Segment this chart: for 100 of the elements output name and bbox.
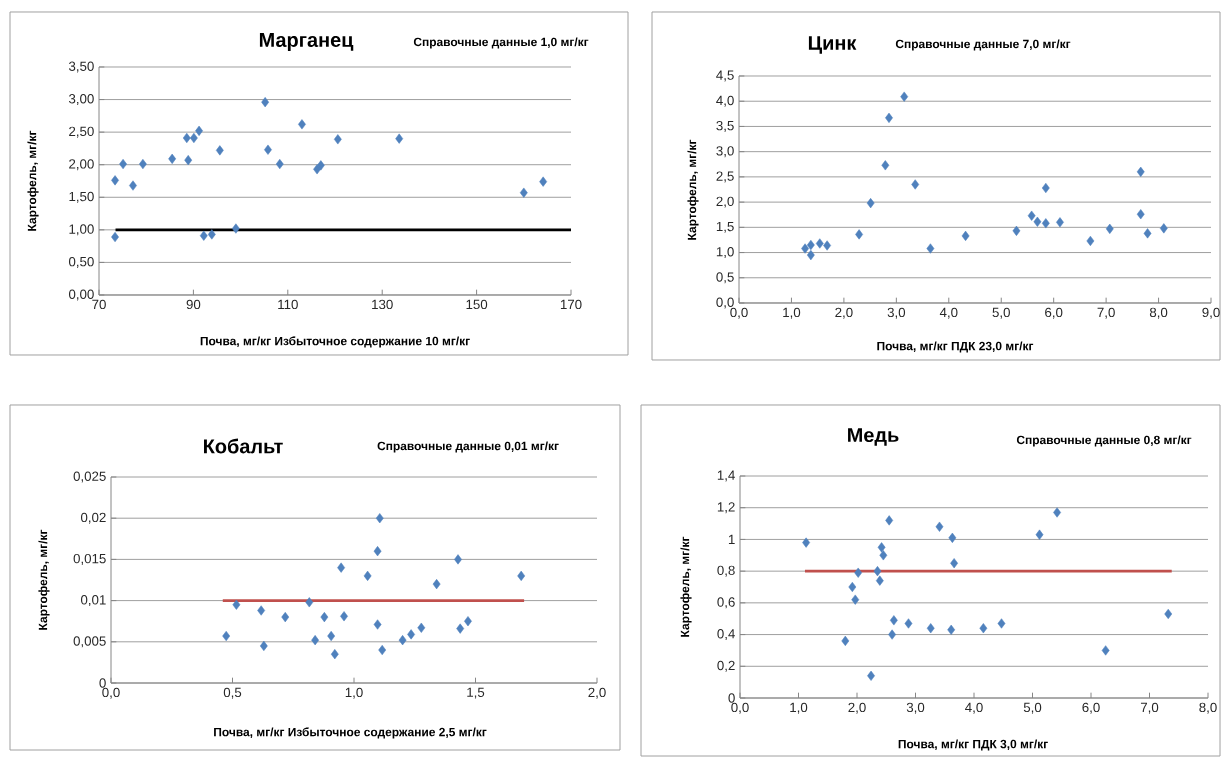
- point: [168, 153, 177, 164]
- y-tick-label: 3,0: [716, 146, 734, 158]
- x-tick-label: 3,0: [906, 702, 925, 714]
- y-tick-label: 0,01: [80, 595, 106, 607]
- x-tick-label: 3,0: [887, 307, 906, 319]
- x-tick-label: 110: [278, 299, 298, 310]
- point: [1033, 216, 1042, 227]
- point: [539, 176, 548, 187]
- y-tick-label: 1,50: [69, 191, 94, 203]
- y-tick-label: 0,00: [68, 289, 94, 301]
- point: [926, 243, 935, 254]
- point: [1136, 209, 1145, 220]
- y-axis-title: Картофель, мг/кг: [27, 130, 39, 231]
- y-tick-label: 4,5: [716, 70, 734, 82]
- point: [947, 624, 956, 635]
- point: [275, 158, 284, 170]
- y-tick-label: 0,50: [68, 256, 94, 268]
- text: Справочные данные 7,0 мг/кг: [895, 39, 1071, 51]
- point: [866, 198, 875, 209]
- y-tick-label: 2,0: [716, 196, 734, 208]
- point: [298, 119, 306, 130]
- point: [873, 566, 882, 577]
- y-tick-label: 1,2: [717, 502, 735, 514]
- point: [378, 644, 387, 656]
- x-tick-label: 70: [92, 299, 106, 310]
- y-tick-label: 1: [728, 534, 735, 544]
- x-tick-label: 7,0: [1140, 702, 1159, 714]
- chart-title: Медь: [848, 428, 899, 446]
- x-tick-label: 1,0: [783, 307, 801, 319]
- y-tick-label: 3,50: [68, 61, 94, 73]
- chart-title: Цинк: [808, 36, 857, 54]
- y-tick-label: 2,00: [69, 159, 94, 171]
- y-tick-label: 0,6: [717, 597, 735, 609]
- y-axis-title: Картофель, мг/кг: [687, 139, 699, 240]
- x-tick-label: 5,0: [992, 307, 1010, 319]
- point: [889, 615, 898, 626]
- x-tick-label: 6,0: [1082, 702, 1100, 714]
- point: [182, 132, 191, 144]
- y-axis-title: Картофель, мг/кг: [38, 529, 50, 630]
- point: [806, 250, 815, 261]
- point: [935, 521, 944, 532]
- y-tick-label: 1,0: [716, 247, 734, 259]
- point: [867, 670, 875, 681]
- point: [261, 97, 270, 108]
- point: [888, 629, 896, 640]
- text: Справочные данные 0,8 мг/кг: [1016, 435, 1192, 447]
- text: Справочные данные 1,0 мг/кг: [413, 37, 589, 49]
- point: [395, 133, 404, 144]
- point: [1041, 182, 1050, 194]
- point: [885, 515, 894, 526]
- point: [879, 550, 888, 561]
- point: [1086, 235, 1095, 247]
- y-tick-label: 0: [99, 678, 106, 688]
- y-tick-label: 0,025: [73, 471, 106, 483]
- point: [259, 640, 268, 651]
- y-tick-label: 1,4: [717, 470, 735, 482]
- point: [232, 599, 241, 610]
- x-tick-label: 5,0: [1023, 702, 1042, 714]
- y-tick-label: 0,5: [716, 272, 734, 284]
- point: [802, 537, 810, 548]
- x-tick-label: 9,0: [1202, 307, 1220, 319]
- point: [305, 597, 314, 608]
- point: [222, 630, 231, 642]
- point: [464, 616, 472, 627]
- y-tick-label: 2,5: [716, 171, 734, 183]
- point: [456, 623, 465, 634]
- point: [207, 229, 216, 240]
- chart-title: Марганец: [259, 33, 354, 51]
- point: [330, 649, 339, 660]
- x-tick-label: 130: [372, 299, 393, 310]
- point: [264, 144, 272, 155]
- x-tick-label: 8,0: [1199, 702, 1217, 714]
- point: [517, 570, 526, 581]
- point: [1012, 225, 1021, 236]
- point: [1041, 218, 1050, 229]
- y-tick-label: 0: [728, 693, 735, 703]
- point: [841, 635, 850, 646]
- point: [257, 605, 266, 616]
- point: [417, 622, 426, 633]
- point: [801, 243, 809, 254]
- y-tick-label: 3,00: [68, 94, 94, 106]
- y-tick-label: 3,5: [716, 120, 734, 132]
- chart-title: Кобальт: [204, 438, 283, 454]
- point: [823, 240, 831, 251]
- point: [926, 623, 935, 634]
- point: [900, 91, 909, 102]
- point: [911, 179, 920, 190]
- point: [961, 230, 970, 241]
- x-tick-label: 4,0: [965, 702, 983, 714]
- y-tick-label: 2,50: [69, 126, 94, 138]
- point: [1164, 608, 1173, 620]
- point: [997, 618, 1006, 629]
- point: [1143, 228, 1152, 239]
- point: [851, 594, 860, 605]
- point: [948, 532, 957, 543]
- point: [184, 155, 193, 166]
- x-tick-label: 7,0: [1097, 307, 1115, 319]
- point: [877, 542, 886, 553]
- y-tick-label: 0,02: [80, 512, 106, 524]
- x-tick-label: 4,0: [939, 307, 958, 319]
